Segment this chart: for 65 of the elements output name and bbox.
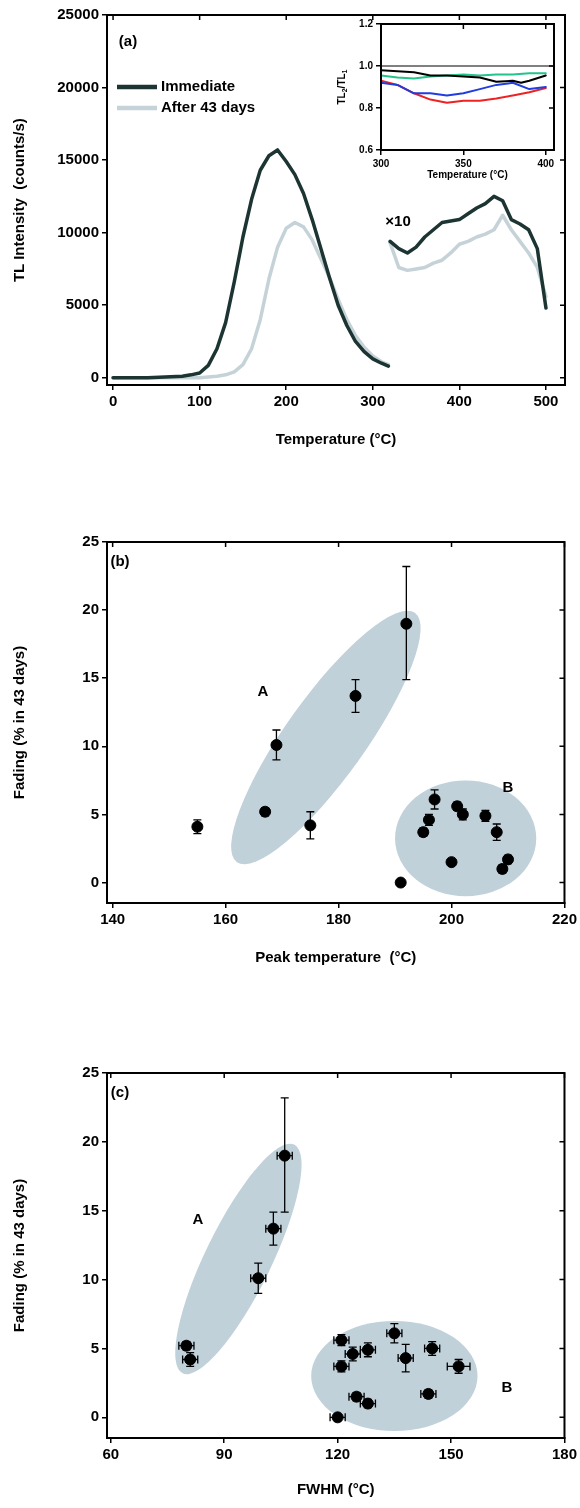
x-tick-label: 220 (551, 910, 577, 928)
y-tick-label: 20000 (57, 77, 99, 95)
annotation: B (501, 1378, 513, 1396)
y-tick-label: 0 (90, 1407, 99, 1425)
point (349, 689, 362, 702)
x-tick-label: 500 (533, 392, 559, 410)
x-tick-label: 100 (187, 392, 213, 410)
annotation: ×10 (385, 212, 411, 230)
x-tick-label: 180 (326, 910, 352, 928)
legend-label: After 43 days (161, 98, 256, 116)
point (400, 617, 413, 630)
x-axis-title: Temperature (°C) (275, 430, 397, 448)
x-tick-label: 0 (108, 392, 118, 410)
y-tick-label: 25 (82, 1063, 99, 1081)
y-tick-label: 15000 (57, 150, 99, 168)
x-tick-label: 400 (446, 392, 472, 410)
x-tick-label: 300 (360, 392, 386, 410)
annotation: (c) (110, 1083, 130, 1101)
annotation: (b) (110, 552, 130, 570)
legend-label: Immediate (161, 77, 236, 95)
y-axis-title: TL Intensity (counts/s) (10, 118, 28, 283)
y-tick-label: 5 (90, 1338, 99, 1356)
y-axis-title: Fading (% in 43 days) (10, 1178, 28, 1333)
y-tick-label: 5 (90, 804, 99, 822)
x-axis-title: FWHM (°C) (296, 1480, 375, 1498)
y-tick-label: 1.2 (359, 17, 374, 29)
y-tick-label: 10000 (57, 222, 99, 240)
y-axis-title: Fading (% in 43 days) (10, 645, 28, 800)
point (304, 819, 317, 832)
y-tick-label: 15 (82, 668, 99, 686)
y-tick-label: 1.0 (359, 59, 374, 71)
x-tick-label: 120 (325, 1445, 351, 1463)
y-tick-label: 10 (82, 736, 99, 754)
x-tick-label: 180 (551, 1445, 577, 1463)
point (394, 876, 407, 889)
annotation: (a) (118, 32, 138, 50)
y-tick-label: 20 (82, 1132, 99, 1150)
point (270, 738, 283, 751)
x-tick-label: 200 (439, 910, 465, 928)
y-tick-label: 10 (82, 1269, 99, 1287)
x-tick-label: 150 (438, 1445, 464, 1463)
annotation: A (192, 1210, 204, 1228)
y-tick-label: 0.6 (359, 143, 374, 155)
x-tick-label: 350 (455, 157, 473, 169)
x-tick-label: 400 (537, 157, 555, 169)
point (428, 793, 441, 806)
x-tick-label: 90 (215, 1445, 233, 1463)
y-tick-label: 25000 (57, 5, 99, 23)
x-tick-label: 140 (100, 910, 126, 928)
y-tick-label: 0 (90, 367, 99, 385)
y-tick-label: 25 (82, 532, 99, 550)
x-tick-label: 300 (372, 157, 390, 169)
y-tick-label: 5000 (65, 295, 99, 313)
y-tick-label: 15 (82, 1200, 99, 1218)
y-tick-label: 0 (90, 872, 99, 890)
x-tick-label: 160 (213, 910, 239, 928)
x-tick-label: 200 (273, 392, 299, 410)
y-tick-label: 0.8 (359, 101, 374, 113)
x-tick-label: 60 (102, 1445, 120, 1463)
y-tick-label: 20 (82, 600, 99, 618)
point (445, 856, 458, 869)
x-axis-title: Peak temperature (°C) (255, 948, 417, 966)
annotation: B (502, 778, 514, 796)
annotation: A (257, 682, 269, 700)
x-axis-title: Temperature (°C) (427, 168, 508, 180)
